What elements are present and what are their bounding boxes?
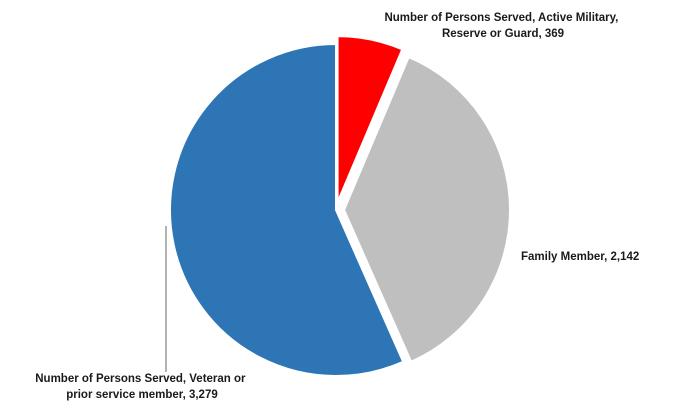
data-label-veteran: Number of Persons Served, Veteran or pri…: [35, 373, 248, 401]
slice-family-member: [342, 55, 511, 364]
data-labels: Number of Persons Served, Active Militar…: [35, 12, 639, 401]
data-label-active-military: Number of Persons Served, Active Militar…: [384, 12, 621, 40]
pie-slices: [169, 35, 511, 377]
data-label-family-member: Family Member, 2,142: [521, 251, 639, 263]
slice-veteran: [169, 42, 405, 377]
slice-active-military: [336, 35, 404, 203]
